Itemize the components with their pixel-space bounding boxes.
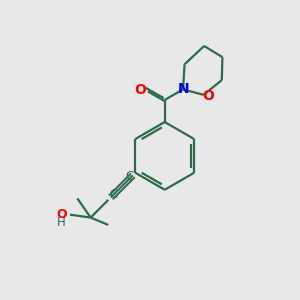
Text: C: C — [125, 170, 134, 183]
Text: O: O — [134, 82, 146, 97]
Text: C: C — [110, 188, 118, 201]
Text: N: N — [177, 82, 189, 96]
Text: O: O — [56, 208, 67, 221]
Text: O: O — [202, 89, 214, 103]
Text: H: H — [57, 216, 66, 230]
